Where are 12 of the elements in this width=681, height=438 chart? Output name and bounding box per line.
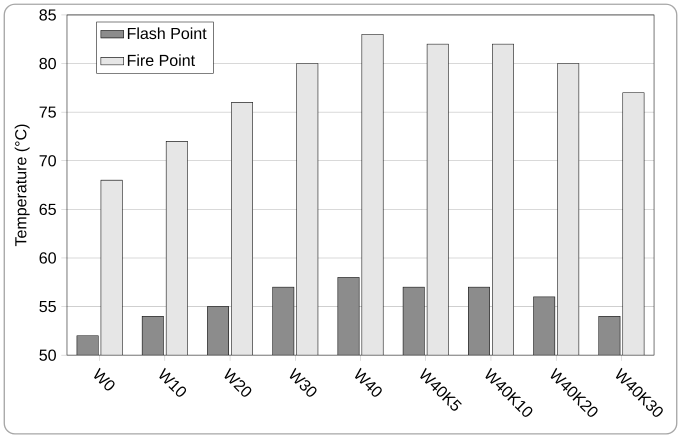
y-tick-label: 55: [39, 300, 56, 312]
y-tick-label: 65: [40, 204, 56, 215]
y-tick-label: 80: [39, 58, 56, 70]
y-tick-label: 85: [39, 9, 56, 21]
legend-label: Flash Point: [128, 27, 207, 40]
x-tick-label: W0: [94, 368, 115, 390]
legend-label: Fire Point: [128, 54, 195, 66]
y-tick-label: 70: [40, 155, 56, 166]
y-tick-label: 50: [39, 349, 56, 361]
y-tick-label: 75: [40, 106, 56, 118]
y-axis-title: Temperature (°C): [14, 124, 30, 246]
y-tick-label: 60: [40, 252, 56, 264]
